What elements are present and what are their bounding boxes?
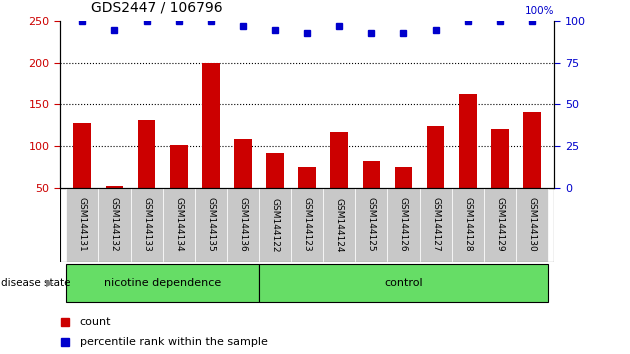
Text: GSM144131: GSM144131 <box>78 198 87 252</box>
Bar <box>452 188 484 262</box>
Text: GSM144126: GSM144126 <box>399 198 408 252</box>
Bar <box>259 264 548 302</box>
Bar <box>130 188 163 262</box>
Bar <box>362 161 380 188</box>
Bar <box>106 186 123 188</box>
Text: GSM144133: GSM144133 <box>142 198 151 252</box>
Bar <box>66 188 98 262</box>
Text: GSM144132: GSM144132 <box>110 198 119 252</box>
Text: GDS2447 / 106796: GDS2447 / 106796 <box>91 0 223 14</box>
Text: percentile rank within the sample: percentile rank within the sample <box>79 337 268 347</box>
Text: GSM144136: GSM144136 <box>238 198 248 252</box>
Bar <box>138 120 156 188</box>
Text: control: control <box>384 278 423 288</box>
Bar <box>427 126 444 188</box>
Bar <box>291 188 323 262</box>
Text: GSM144130: GSM144130 <box>527 198 536 252</box>
Bar <box>227 188 259 262</box>
Bar <box>484 188 516 262</box>
Text: GSM144128: GSM144128 <box>463 198 472 252</box>
Bar <box>74 123 91 188</box>
Bar <box>491 129 508 188</box>
Text: disease state: disease state <box>1 278 70 288</box>
Bar <box>523 112 541 188</box>
Bar <box>298 167 316 188</box>
Text: GSM144124: GSM144124 <box>335 198 344 252</box>
Text: GSM144123: GSM144123 <box>302 198 312 252</box>
Bar <box>170 145 188 188</box>
Bar <box>259 188 291 262</box>
Bar <box>394 167 412 188</box>
Text: GSM144134: GSM144134 <box>174 198 183 252</box>
Bar <box>459 93 476 188</box>
Text: GSM144127: GSM144127 <box>431 198 440 252</box>
Text: GSM144125: GSM144125 <box>367 198 376 252</box>
Bar <box>195 188 227 262</box>
Bar <box>234 138 252 188</box>
Bar <box>163 188 195 262</box>
Bar <box>98 188 130 262</box>
Bar <box>202 63 220 188</box>
Text: nicotine dependence: nicotine dependence <box>104 278 221 288</box>
Text: ▶: ▶ <box>46 278 54 288</box>
Bar <box>387 188 420 262</box>
Text: GSM144135: GSM144135 <box>206 198 215 252</box>
Bar <box>330 132 348 188</box>
Bar <box>355 188 387 262</box>
Bar <box>66 264 259 302</box>
Text: GSM144129: GSM144129 <box>495 198 504 252</box>
Bar <box>323 188 355 262</box>
Bar <box>516 188 548 262</box>
Text: count: count <box>79 317 111 327</box>
Text: 100%: 100% <box>525 6 554 16</box>
Bar <box>266 153 284 188</box>
Bar <box>420 188 452 262</box>
Text: GSM144122: GSM144122 <box>270 198 280 252</box>
